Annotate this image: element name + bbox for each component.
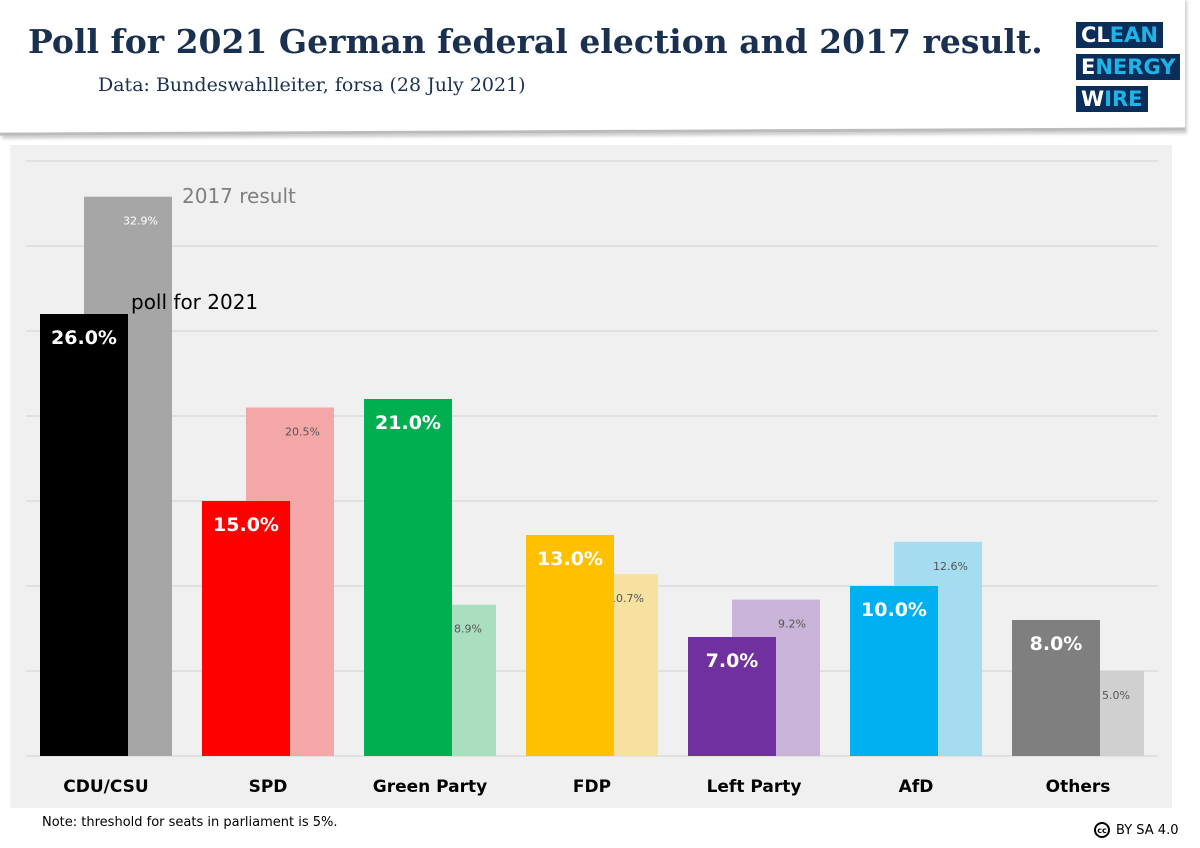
page-title: Poll for 2021 German federal election an…: [28, 22, 1043, 61]
data-label-poll: 21.0%: [375, 412, 441, 434]
category-label: SPD: [249, 777, 288, 797]
creative-commons-icon: cc: [1094, 822, 1110, 838]
data-label-poll: 15.0%: [213, 514, 279, 536]
subtitle: Data: Bundeswahlleiter, forsa (28 July 2…: [98, 74, 526, 96]
bar-poll-2021: [688, 637, 776, 756]
bar-poll-2021: [40, 314, 128, 756]
category-label: CDU/CSU: [63, 777, 148, 797]
category-label: Left Party: [707, 777, 802, 797]
data-label-poll: 7.0%: [706, 650, 759, 672]
data-label-poll: 10.0%: [861, 599, 927, 621]
clean-energy-wire-logo: CLEAN ENERGY WIRE: [1076, 22, 1181, 118]
data-label-2017: 9.2%: [778, 618, 806, 631]
data-label-2017: 20.5%: [285, 426, 320, 439]
license: cc BY SA 4.0: [1094, 822, 1178, 838]
bar-poll-2021: [526, 535, 614, 756]
bar-poll-2021: [1012, 620, 1100, 756]
data-label-2017: 8.9%: [454, 623, 482, 636]
bar-poll-2021: [202, 501, 290, 756]
legend-poll-label: poll for 2021: [131, 290, 258, 314]
bar-poll-2021: [850, 586, 938, 756]
bar-poll-2021: [364, 399, 452, 756]
category-label: FDP: [573, 777, 611, 797]
data-label-2017: 5.0%: [1102, 689, 1130, 702]
data-label-poll: 8.0%: [1030, 633, 1083, 655]
data-label-poll: 13.0%: [537, 548, 603, 570]
data-label-poll: 26.0%: [51, 327, 117, 349]
category-label: AfD: [899, 777, 934, 797]
data-label-2017: 12.6%: [933, 560, 968, 573]
footnote: Note: threshold for seats in parliament …: [42, 815, 338, 830]
data-label-2017: 32.9%: [123, 215, 158, 228]
category-label: Green Party: [373, 777, 487, 797]
legend-2017-label: 2017 result: [182, 184, 296, 208]
data-label-2017: 10.7%: [609, 592, 644, 605]
category-label: Others: [1046, 777, 1111, 797]
